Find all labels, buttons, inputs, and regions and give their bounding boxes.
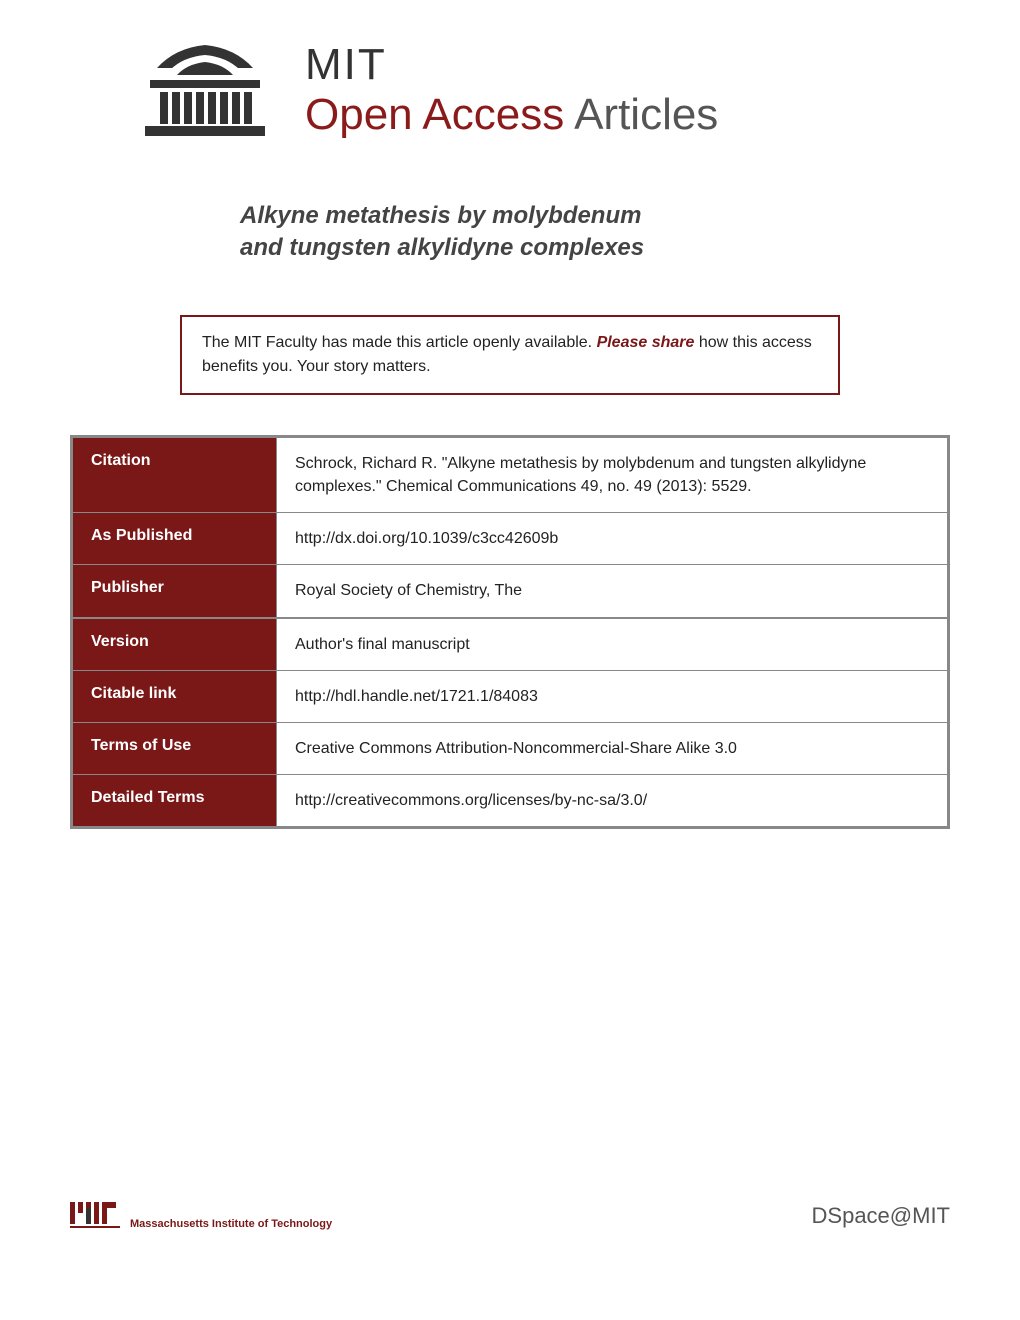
mit-logo-icon [70,1202,120,1230]
label-terms-of-use: Terms of Use [72,722,277,774]
table-row: Publisher Royal Society of Chemistry, Th… [72,565,949,618]
value-publisher: Royal Society of Chemistry, The [277,565,949,618]
footer: Massachusetts Institute of Technology DS… [70,1202,950,1230]
footer-dspace: DSpace@MIT [812,1203,950,1229]
header-text: MIT Open Access Articles [305,40,718,140]
table-row: Citable link http://hdl.handle.net/1721.… [72,670,949,722]
label-version: Version [72,618,277,671]
label-detailed-terms: Detailed Terms [72,775,277,828]
value-citation: Schrock, Richard R. "Alkyne metathesis b… [277,436,949,512]
table-row: Version Author's final manuscript [72,618,949,671]
value-as-published[interactable]: http://dx.doi.org/10.1039/c3cc42609b [277,513,949,565]
table-row: Detailed Terms http://creativecommons.or… [72,775,949,828]
dome-icon [135,40,275,140]
label-publisher: Publisher [72,565,277,618]
table-row: Citation Schrock, Richard R. "Alkyne met… [72,436,949,512]
header-articles: Articles [564,90,718,139]
value-detailed-terms[interactable]: http://creativecommons.org/licenses/by-n… [277,775,949,828]
value-citable-link[interactable]: http://hdl.handle.net/1721.1/84083 [277,670,949,722]
notice-box: The MIT Faculty has made this article op… [180,315,840,395]
please-share-link[interactable]: Please share [597,334,695,351]
metadata-table: Citation Schrock, Richard R. "Alkyne met… [70,435,950,830]
table-row: As Published http://dx.doi.org/10.1039/c… [72,513,949,565]
value-terms-of-use: Creative Commons Attribution-Noncommerci… [277,722,949,774]
title-line-1: Alkyne metathesis by molybdenum [240,200,1020,232]
header-open-access: Open Access [305,90,564,139]
header-mit: MIT [305,40,718,90]
label-citation: Citation [72,436,277,512]
value-version: Author's final manuscript [277,618,949,671]
label-citable-link: Citable link [72,670,277,722]
header-subtitle: Open Access Articles [305,90,718,140]
label-as-published: As Published [72,513,277,565]
footer-left: Massachusetts Institute of Technology [70,1202,332,1230]
title-line-2: and tungsten alkylidyne complexes [240,232,1020,264]
table-row: Terms of Use Creative Commons Attributio… [72,722,949,774]
article-title: Alkyne metathesis by molybdenum and tung… [240,200,1020,265]
footer-institution: Massachusetts Institute of Technology [130,1218,332,1230]
notice-text-before: The MIT Faculty has made this article op… [202,334,597,351]
header-logo: MIT Open Access Articles [0,0,1020,140]
